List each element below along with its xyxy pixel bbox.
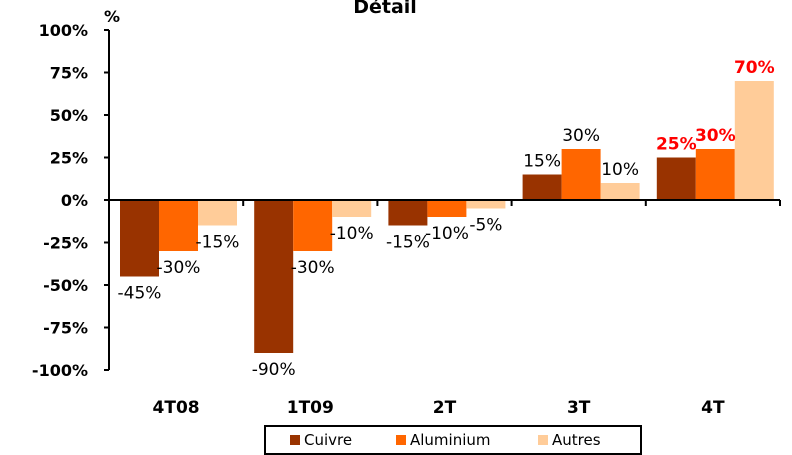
y-tick-label: 100% <box>39 21 88 40</box>
x-tick-label: 4T <box>701 398 725 418</box>
legend-item-autres: Autres <box>538 431 601 449</box>
data-label: -5% <box>469 216 502 236</box>
y-tick-label: 50% <box>50 106 88 125</box>
data-label: -10% <box>330 224 374 244</box>
bar-cuivre-4t <box>656 157 696 200</box>
x-tick-label: 4T08 <box>153 398 200 418</box>
legend-swatch-cuivre <box>290 435 300 445</box>
data-label: -30% <box>291 258 335 278</box>
data-label: 70% <box>734 58 775 78</box>
legend-swatch-autres <box>538 435 548 445</box>
data-label: -10% <box>425 224 469 244</box>
bar-aluminium-4t08 <box>159 200 198 251</box>
data-labels: -45% -90% -15% 15% 25% -30% -30% -10% 30% 30% -15%… <box>118 58 775 380</box>
bar-cuivre-4t08 <box>120 200 159 277</box>
x-tick-label: 2T <box>433 398 457 418</box>
bar-cuivre-1t09 <box>254 200 294 353</box>
bar-autres-2t <box>466 200 506 209</box>
bar-autres-3t <box>600 183 640 200</box>
data-label: 30% <box>695 126 736 146</box>
y-tick-label: 75% <box>50 64 88 83</box>
y-axis-unit: % <box>104 7 120 26</box>
y-axis-ticks: 100% 75% 50% 25% 0% -25% -50% -75% -100% <box>32 21 109 380</box>
legend-swatch-aluminium <box>396 435 406 445</box>
axes <box>108 30 781 370</box>
y-tick-label: -100% <box>32 361 88 380</box>
data-label: -90% <box>252 360 296 380</box>
chart-title: Détail <box>353 0 417 18</box>
bar-autres-4t <box>734 81 774 200</box>
bar-series <box>120 81 774 353</box>
y-tick-label: -50% <box>43 276 88 295</box>
bar-cuivre-2t <box>388 200 428 226</box>
legend-label-cuivre: Cuivre <box>304 431 353 449</box>
data-label: 15% <box>523 152 561 172</box>
bar-autres-1t09 <box>332 200 372 217</box>
bar-autres-4t08 <box>198 200 237 226</box>
bar-aluminium-1t09 <box>293 200 333 251</box>
bar-aluminium-2t <box>427 200 467 217</box>
data-label: -45% <box>118 284 162 304</box>
y-tick-label: 25% <box>50 149 88 168</box>
bar-aluminium-4t <box>695 149 735 200</box>
data-label: -15% <box>196 233 240 253</box>
data-label: 10% <box>601 160 639 180</box>
data-label: 25% <box>656 135 697 155</box>
x-tick-label: 1T09 <box>287 398 334 418</box>
x-tick-label: 3T <box>567 398 591 418</box>
y-tick-label: -75% <box>43 319 88 338</box>
bar-aluminium-3t <box>561 149 601 200</box>
data-label: 30% <box>562 126 600 146</box>
legend-item-aluminium: Aluminium <box>396 431 491 449</box>
y-tick-label: 0% <box>61 191 88 210</box>
y-tick-label: -25% <box>43 234 88 253</box>
bar-chart: Détail % 100% 75% 50% 25% 0% -25% -50% -75% -100… <box>32 0 781 418</box>
bar-cuivre-3t <box>522 174 562 200</box>
legend-label-autres: Autres <box>552 431 601 449</box>
legend-label-aluminium: Aluminium <box>410 431 491 449</box>
legend-item-cuivre: Cuivre <box>290 431 352 449</box>
data-label: -30% <box>157 258 201 278</box>
data-label: -15% <box>386 233 430 253</box>
legend: Cuivre Aluminium Autres <box>264 425 642 455</box>
x-axis-labels: 4T08 1T09 2T 3T 4T <box>153 398 725 418</box>
